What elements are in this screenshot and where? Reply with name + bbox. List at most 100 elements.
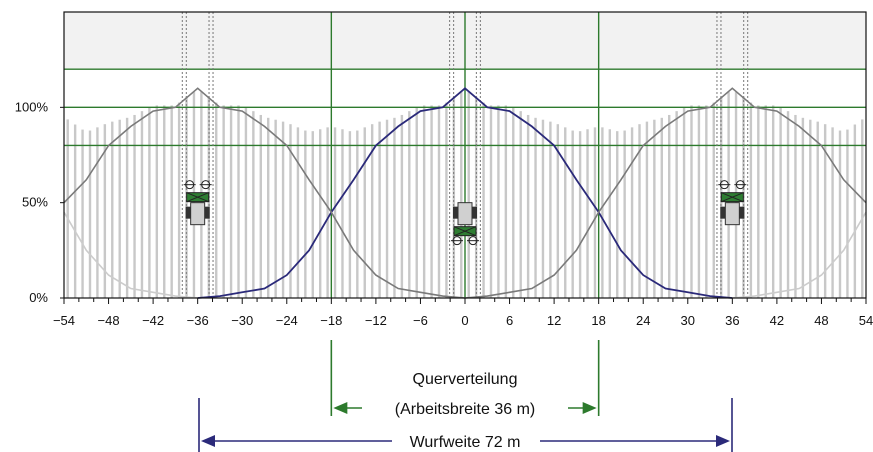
distribution-bar	[630, 127, 634, 298]
distribution-bars	[66, 92, 864, 299]
distribution-bar	[133, 114, 136, 299]
distribution-bar	[125, 117, 129, 298]
distribution-bar	[489, 105, 493, 298]
distribution-bar	[155, 105, 159, 298]
y-tick-label: 0%	[29, 290, 48, 305]
distribution-bar	[363, 127, 366, 298]
distribution-bar	[705, 105, 708, 298]
tractor-wheel-icon	[204, 206, 210, 219]
distribution-bar	[823, 124, 827, 298]
distribution-bar	[831, 127, 834, 298]
tractor-wheel-icon	[739, 206, 745, 219]
distribution-bar	[801, 117, 805, 298]
distribution-bar	[304, 130, 307, 298]
x-tick-label: 6	[506, 313, 513, 328]
x-tick-label: −42	[142, 313, 164, 328]
distribution-bar	[163, 105, 166, 298]
distribution-bar	[482, 102, 485, 298]
x-tick-label: 54	[859, 313, 873, 328]
tractor-icon	[718, 180, 747, 226]
distribution-bar	[103, 124, 107, 298]
spreader-cross-icon	[721, 192, 744, 203]
distribution-bar	[408, 111, 411, 298]
distribution-bar	[393, 117, 396, 298]
arrow-right-icon	[716, 435, 730, 447]
distribution-bar	[66, 119, 69, 298]
plot-area	[63, 12, 867, 299]
distribution-bar	[274, 119, 277, 298]
tractor-body-icon	[724, 202, 740, 226]
distribution-bar	[326, 127, 329, 298]
distribution-bar	[385, 119, 389, 298]
distribution-bar	[794, 114, 797, 299]
distribution-bar	[623, 130, 626, 298]
series-line-1	[63, 87, 466, 299]
distribution-bar	[415, 107, 418, 298]
distribution-bar	[786, 111, 790, 298]
distribution-bar	[170, 105, 173, 298]
distribution-bar	[422, 105, 426, 298]
distribution-bar	[222, 105, 225, 298]
x-tick-label: −18	[320, 313, 342, 328]
distribution-bar	[229, 105, 233, 298]
distribution-bar	[853, 124, 857, 298]
arrow-left-icon	[201, 435, 215, 447]
distribution-bar	[467, 92, 470, 298]
tractor-wheel-icon	[720, 206, 726, 219]
arrow-left-icon	[333, 402, 348, 414]
x-tick-label: 42	[770, 313, 784, 328]
x-tick-label: −6	[413, 313, 428, 328]
distribution-bar	[81, 129, 84, 298]
distribution-bar	[586, 129, 589, 298]
distribution-bar	[534, 117, 537, 298]
distribution-bar	[846, 129, 849, 298]
distribution-bar	[660, 117, 663, 298]
working-width-label-line1: Querverteilung	[413, 371, 518, 388]
tractor-icon	[183, 180, 212, 226]
distribution-bar	[370, 124, 374, 298]
distribution-bar	[690, 105, 693, 298]
distribution-bar	[118, 119, 121, 298]
distribution-bar	[281, 121, 285, 298]
tractor-icon	[451, 202, 479, 246]
series-line-3	[63, 211, 198, 299]
distribution-bar	[838, 130, 842, 298]
distribution-bar	[519, 111, 522, 298]
x-tick-label: −12	[365, 313, 387, 328]
series-line-4	[732, 211, 867, 299]
x-tick-label: 24	[636, 313, 650, 328]
annotations: Querverteilung (Arbeitsbreite 36 m) Wurf…	[198, 340, 733, 452]
x-tick-label: −36	[187, 313, 209, 328]
distribution-bar	[682, 107, 686, 298]
distribution-bar	[816, 121, 819, 298]
distribution-bar	[593, 127, 597, 298]
x-tick-label: 12	[547, 313, 561, 328]
distribution-bar	[541, 119, 545, 298]
distribution-bar	[601, 127, 604, 298]
tractor-body-icon	[190, 202, 206, 226]
distribution-bar	[712, 102, 715, 298]
y-tick-label: 50%	[22, 195, 48, 210]
distribution-bar	[764, 105, 767, 298]
distribution-bar	[73, 124, 77, 298]
distribution-bar	[512, 107, 515, 298]
distribution-bar	[504, 105, 508, 298]
tractor-wheel-icon	[472, 206, 477, 219]
distribution-bar	[861, 119, 864, 298]
distribution-bar	[311, 131, 314, 298]
distribution-bar	[608, 129, 612, 298]
spreader-cross-icon	[453, 226, 477, 237]
distribution-bar	[526, 114, 530, 299]
distribution-bar	[675, 111, 678, 298]
distribution-bar	[348, 131, 352, 298]
distribution-bar	[430, 105, 433, 298]
x-tick-label: −48	[98, 313, 120, 328]
distribution-bar	[296, 127, 300, 298]
distribution-bar	[215, 102, 218, 298]
distribution-bar	[757, 105, 760, 298]
series-line-0	[197, 87, 733, 299]
tractor-wheel-icon	[453, 206, 458, 219]
distribution-bar	[111, 121, 114, 298]
distribution-bar	[445, 102, 448, 298]
distribution-bar	[88, 130, 92, 298]
